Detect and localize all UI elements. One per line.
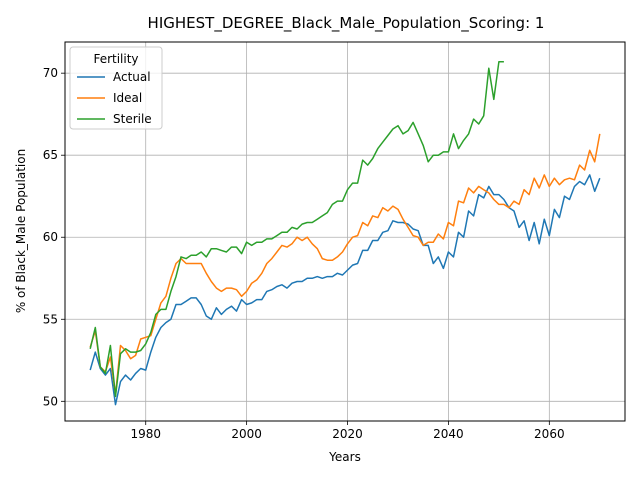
y-tick-label: 65 [43,148,58,162]
x-axis-label: Years [328,450,361,464]
legend-box [69,46,163,130]
x-tick-label: 2020 [332,427,363,441]
y-axis-label: % of Black_Male Population [14,149,28,313]
x-tick-label: 2040 [433,427,464,441]
legend-items: Actual Ideal Sterile [77,70,152,126]
legend-label-ideal: Ideal [113,91,142,105]
y-tick-label: 55 [43,312,58,326]
y-tick-label: 50 [43,394,58,408]
series-line-sterile [89,60,504,398]
x-tick-label: 2060 [534,427,565,441]
legend: Fertility Actual Ideal Sterile [69,46,163,130]
plot-frame [64,41,626,422]
series-line-actual [89,174,601,406]
legend-title: Fertility [93,52,138,66]
y-axis-ticks: 50 55 60 65 70 [43,66,65,408]
x-axis-ticks: 1980 2000 2020 2040 2060 [130,421,565,441]
series-lines [89,60,601,406]
legend-label-actual: Actual [113,70,151,84]
y-tick-label: 70 [43,66,58,80]
chart-title: HIGHEST_DEGREE_Black_Male_Population_Sco… [148,14,545,33]
series-line-ideal [89,133,601,396]
x-tick-label: 1980 [130,427,161,441]
legend-label-sterile: Sterile [113,112,152,126]
gridlines [65,42,625,421]
y-tick-label: 60 [43,230,58,244]
x-tick-label: 2000 [231,427,262,441]
